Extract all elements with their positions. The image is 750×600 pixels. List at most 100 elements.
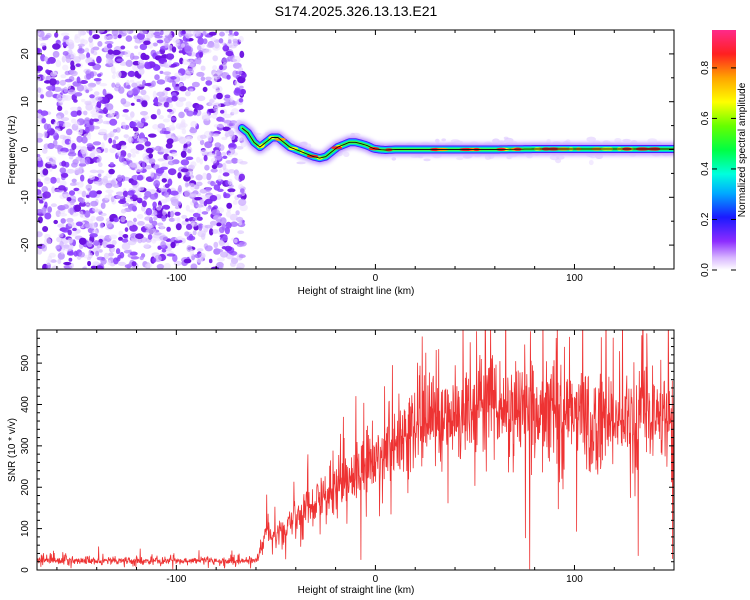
noise-speckle xyxy=(125,59,133,67)
noise-speckle xyxy=(192,230,197,236)
noise-speckle xyxy=(82,266,87,269)
noise-speckle xyxy=(78,201,87,207)
noise-speckle xyxy=(108,168,115,175)
noise-speckle xyxy=(112,49,121,56)
halo-speckle xyxy=(343,151,350,157)
noise-speckle xyxy=(61,117,70,122)
noise-speckle xyxy=(157,95,165,103)
noise-speckle xyxy=(186,110,194,117)
noise-speckle xyxy=(232,40,239,47)
noise-speckle xyxy=(170,117,177,121)
noise-speckle xyxy=(121,114,129,118)
noise-speckle xyxy=(43,56,49,62)
noise-speckle xyxy=(108,234,118,240)
noise-speckle xyxy=(107,35,115,40)
noise-speckle xyxy=(80,198,85,204)
noise-speckle xyxy=(208,258,213,264)
noise-speckle xyxy=(223,113,232,119)
noise-speckle xyxy=(237,262,243,269)
spectrogram-xlabel: Height of straight line (km) xyxy=(298,286,415,297)
noise-speckle xyxy=(162,118,171,123)
noise-speckle xyxy=(153,180,161,188)
colorbar-tick-label: 0.4 xyxy=(700,162,711,176)
noise-speckle xyxy=(78,251,86,258)
noise-speckle xyxy=(201,112,208,120)
noise-speckle xyxy=(106,103,114,111)
spectrogram-ytick-label: 0 xyxy=(20,146,31,152)
halo-speckle xyxy=(503,136,509,140)
noise-speckle xyxy=(210,181,217,187)
noise-speckle xyxy=(229,96,234,102)
noise-speckle xyxy=(240,88,246,95)
noise-speckle xyxy=(228,99,236,106)
noise-speckle xyxy=(222,235,229,242)
noise-speckle xyxy=(164,75,171,83)
noise-speckle xyxy=(149,193,158,200)
noise-speckle xyxy=(98,162,103,168)
noise-speckle xyxy=(199,189,205,194)
noise-speckle xyxy=(39,199,44,204)
noise-speckle xyxy=(204,141,213,149)
noise-speckle xyxy=(53,219,58,225)
noise-speckle xyxy=(238,173,245,181)
noise-speckle xyxy=(89,169,98,174)
noise-speckle xyxy=(209,98,215,104)
noise-speckle xyxy=(113,184,120,188)
noise-speckle xyxy=(122,121,127,130)
noise-speckle xyxy=(59,167,67,174)
noise-speckle xyxy=(80,147,87,155)
noise-speckle xyxy=(92,261,100,267)
noise-speckle xyxy=(50,71,58,77)
noise-speckle xyxy=(180,150,187,158)
noise-speckle xyxy=(230,221,239,227)
noise-speckle xyxy=(113,217,119,223)
noise-speckle xyxy=(70,110,79,118)
noise-speckle xyxy=(152,124,159,130)
noise-speckle xyxy=(58,185,66,191)
noise-speckle xyxy=(120,45,126,50)
noise-speckle xyxy=(224,226,230,235)
noise-speckle xyxy=(66,251,75,256)
noise-speckle xyxy=(221,57,229,63)
noise-speckle xyxy=(161,178,167,183)
noise-speckle xyxy=(131,88,138,95)
noise-speckle xyxy=(229,120,238,125)
noise-speckle xyxy=(37,181,44,188)
noise-speckle xyxy=(190,62,196,68)
noise-speckle xyxy=(136,32,145,40)
noise-speckle xyxy=(37,132,44,139)
noise-speckle xyxy=(54,144,62,149)
noise-speckle xyxy=(113,257,119,265)
spectrogram-plot-area xyxy=(37,30,674,269)
noise-speckle xyxy=(144,223,153,230)
noise-speckle xyxy=(152,42,158,47)
noise-speckle xyxy=(182,58,190,65)
noise-speckle xyxy=(81,190,87,198)
noise-speckle xyxy=(211,113,218,120)
noise-speckle xyxy=(65,244,74,250)
noise-speckle xyxy=(185,204,190,212)
noise-speckle xyxy=(174,237,181,241)
noise-speckle xyxy=(89,233,98,238)
noise-speckle xyxy=(223,96,232,102)
noise-speckle xyxy=(73,187,80,192)
noise-speckle xyxy=(216,151,222,157)
noise-speckle xyxy=(45,90,53,98)
noise-speckle xyxy=(99,222,104,229)
noise-speckle xyxy=(219,31,225,37)
noise-speckle xyxy=(237,137,243,142)
noise-speckle xyxy=(124,50,131,58)
snr-ytick-label: 400 xyxy=(20,396,31,413)
noise-speckle xyxy=(144,216,152,221)
noise-speckle xyxy=(168,103,173,109)
noise-speckle xyxy=(143,243,150,248)
noise-speckle xyxy=(153,31,162,36)
noise-speckle xyxy=(193,30,199,38)
noise-speckle xyxy=(114,136,119,140)
noise-speckle xyxy=(112,128,118,133)
noise-speckle xyxy=(233,238,238,244)
noise-speckle xyxy=(212,55,218,62)
noise-speckle xyxy=(159,235,169,241)
noise-speckle xyxy=(98,128,108,135)
snr-ytick-label: 500 xyxy=(20,354,31,371)
